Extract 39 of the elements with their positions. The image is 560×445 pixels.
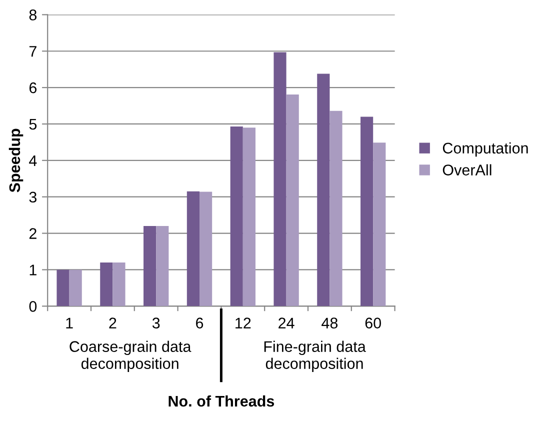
bar xyxy=(186,191,200,306)
text: Fine-grain data decomposition xyxy=(264,340,366,372)
y-tick-label: 7 xyxy=(29,46,36,57)
y-tick-label: 2 xyxy=(29,228,36,239)
text: Coarse-grain data decomposition xyxy=(70,340,192,372)
bar xyxy=(56,270,70,306)
y-tick-label: 8 xyxy=(29,10,37,20)
x-tick-label: 24 xyxy=(278,318,294,328)
bar xyxy=(373,142,386,306)
y-tick-label: 4 xyxy=(29,155,37,166)
x-tick-label: 12 xyxy=(236,318,251,328)
bar xyxy=(100,262,113,306)
y-tick-label: 6 xyxy=(29,82,37,94)
x-tick-label: 48 xyxy=(322,318,338,328)
bar xyxy=(274,52,286,306)
bar xyxy=(230,126,243,306)
bar xyxy=(144,226,156,306)
bar xyxy=(286,94,299,306)
bar xyxy=(360,116,374,306)
legend-label: OverAll xyxy=(442,164,492,176)
x-tick-label: 60 xyxy=(365,318,381,328)
x-tick-label: 3 xyxy=(152,318,160,328)
x-tick-label: 6 xyxy=(196,318,204,328)
bar xyxy=(112,262,126,306)
x-tick-label: 2 xyxy=(109,318,116,328)
bar xyxy=(156,226,169,306)
bar xyxy=(330,110,342,306)
y-tick-label: 0 xyxy=(29,301,37,312)
bar xyxy=(242,128,256,306)
y-axis-title: Speedup xyxy=(8,128,24,192)
bar xyxy=(317,74,330,306)
y-tick-label: 3 xyxy=(29,192,37,203)
bar xyxy=(200,192,212,306)
x-axis-title: No. of Threads xyxy=(168,395,274,407)
y-tick-label: 5 xyxy=(29,119,37,130)
bar xyxy=(69,270,82,306)
x-tick-label: 1 xyxy=(66,318,73,328)
legend-label: Computation xyxy=(442,142,528,157)
y-tick-label: 1 xyxy=(30,264,36,276)
